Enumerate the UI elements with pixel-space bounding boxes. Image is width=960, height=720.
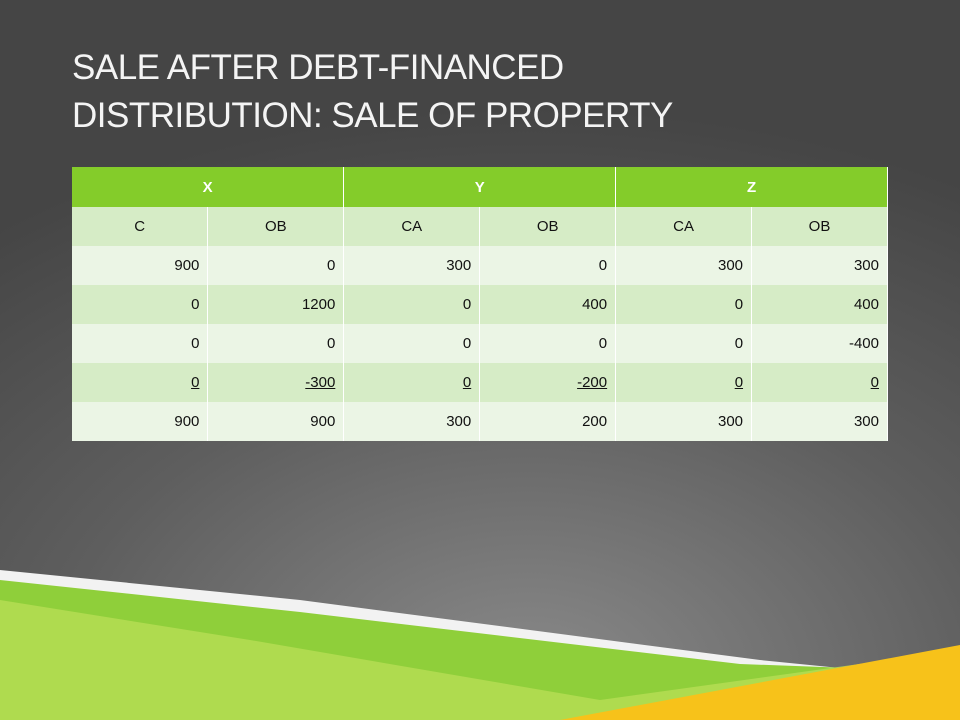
group-header: Y: [343, 167, 617, 207]
cell: 0: [207, 324, 345, 363]
cell: 0: [615, 324, 753, 363]
column-header: OB: [479, 207, 617, 246]
cell: 200: [479, 402, 617, 441]
column-header-row: C OB CA OB CA OB: [72, 207, 888, 246]
cell: 0: [343, 363, 481, 402]
cell: 0: [343, 285, 481, 324]
cell: 300: [343, 402, 481, 441]
cell: 0: [751, 363, 888, 402]
cell: 0: [615, 363, 753, 402]
cell: 0: [479, 246, 617, 285]
cell: 900: [72, 402, 209, 441]
data-row: 900 900 300 200 300 300: [72, 402, 888, 441]
title-line: DISTRIBUTION: SALE OF PROPERTY: [72, 96, 673, 135]
cell: 0: [72, 285, 209, 324]
cell: 300: [751, 402, 888, 441]
cell: 400: [479, 285, 617, 324]
title-line: SALE AFTER DEBT-FINANCED: [72, 48, 564, 87]
cell: -200: [479, 363, 617, 402]
cell: 300: [615, 246, 753, 285]
cell: 0: [207, 246, 345, 285]
data-row: 900 0 300 0 300 300: [72, 246, 888, 285]
cell: 0: [343, 324, 481, 363]
data-row: 0 1200 0 400 0 400: [72, 285, 888, 324]
column-header: CA: [615, 207, 753, 246]
cell: 1200: [207, 285, 345, 324]
cell: -300: [207, 363, 345, 402]
column-header: OB: [207, 207, 345, 246]
cell: 900: [207, 402, 345, 441]
cell: 0: [72, 324, 209, 363]
cell: 0: [72, 363, 209, 402]
cell: 0: [615, 285, 753, 324]
data-row: 0 0 0 0 0 -400: [72, 324, 888, 363]
table: X Y Z C OB CA OB CA OB 900 0 300 0 300 300 0 1200 0 400 0 40…: [72, 167, 888, 441]
column-header: OB: [751, 207, 888, 246]
column-header: CA: [343, 207, 481, 246]
cell: 300: [751, 246, 888, 285]
group-header: Z: [615, 167, 888, 207]
cell: -400: [751, 324, 888, 363]
cell: 0: [479, 324, 617, 363]
cell: 300: [615, 402, 753, 441]
cell: 300: [343, 246, 481, 285]
data-row: 0 -300 0 -200 0 0: [72, 363, 888, 402]
cell: 900: [72, 246, 209, 285]
column-header: C: [72, 207, 209, 246]
group-header: X: [72, 167, 345, 207]
cell: 400: [751, 285, 888, 324]
